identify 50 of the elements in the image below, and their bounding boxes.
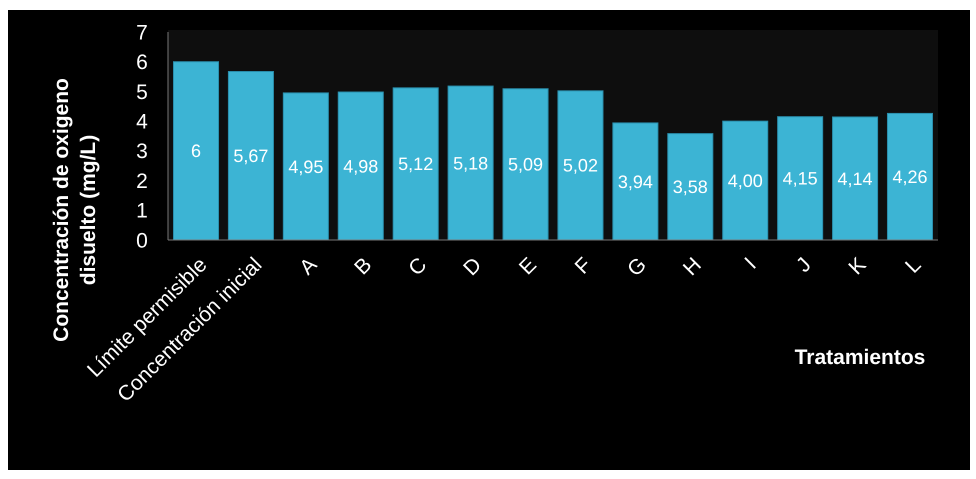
bar	[667, 133, 714, 240]
data-label: 3,94	[618, 172, 653, 192]
bar	[172, 61, 220, 240]
y-tick-label: 3	[136, 140, 148, 164]
bar	[722, 120, 768, 240]
data-label: 5,12	[398, 154, 434, 174]
x-tick-label: I	[740, 253, 761, 274]
bar	[557, 90, 604, 240]
bar	[338, 92, 384, 240]
data-label: 4,00	[728, 170, 763, 191]
bar	[448, 86, 494, 240]
x-tick-label: G	[623, 253, 651, 282]
x-tick-label: A	[295, 253, 322, 280]
y-tick-label: 0	[136, 229, 148, 252]
y-axis-title: Concentración de oxigeno disuelto (mg/L)	[50, 78, 100, 342]
y-tick-label: 5	[136, 80, 148, 104]
x-axis-title: Tratamientos	[794, 346, 926, 369]
data-label: 3,58	[672, 177, 708, 198]
data-label: 4,14	[838, 168, 873, 189]
bar	[502, 88, 549, 240]
data-label: 5,67	[233, 146, 268, 166]
data-label: 4,98	[343, 156, 378, 176]
x-tick-label: F	[570, 253, 596, 279]
data-label: 4,26	[892, 167, 928, 188]
data-label: 5,09	[508, 154, 544, 175]
x-tick-label: C	[404, 253, 432, 280]
x-tick-label: B	[350, 253, 376, 280]
y-tick-label: 7	[136, 21, 148, 44]
bar	[886, 112, 934, 240]
x-tick-label: K	[844, 253, 871, 280]
bar	[228, 71, 274, 240]
x-tick-label: L	[901, 253, 926, 278]
data-label: 5,18	[453, 153, 488, 174]
bar	[832, 116, 878, 240]
data-label: 5,02	[562, 156, 598, 176]
x-tick-label: E	[514, 253, 542, 280]
x-tick-label: H	[678, 253, 706, 280]
x-tick-label: D	[459, 253, 486, 280]
y-tick-label: 2	[136, 170, 148, 193]
data-label: 6	[191, 141, 202, 162]
bar	[777, 116, 824, 240]
y-tick-label: 4	[136, 110, 148, 134]
bar	[612, 122, 658, 240]
bar	[282, 92, 329, 240]
y-tick-label: 1	[136, 200, 148, 223]
data-label: 4,95	[288, 156, 324, 177]
bar	[392, 87, 439, 240]
data-label: 4,15	[782, 168, 818, 189]
y-tick-label: 6	[136, 51, 148, 74]
x-tick-label: J	[792, 253, 816, 277]
